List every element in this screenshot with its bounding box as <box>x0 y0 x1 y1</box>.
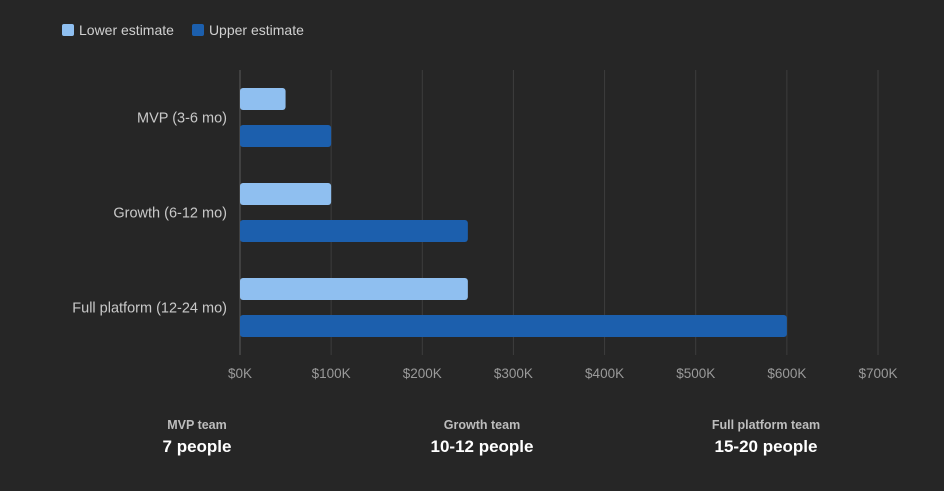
y-category-label: Growth (6-12 mo) <box>113 206 227 222</box>
x-tick-label: $400K <box>585 366 624 381</box>
x-tick-label: $300K <box>494 366 533 381</box>
bar-upper-estimate <box>240 220 468 242</box>
stat-mvp-team: MVP team 7 people <box>97 418 297 457</box>
stat-label-mvp: MVP team <box>167 418 227 432</box>
bar-chart: $0K $100K $200K $300K $400K $500K $600K $700K MV… <box>72 70 898 381</box>
x-tick-label: $700K <box>858 366 897 381</box>
stat-value-full: 15-20 people <box>714 437 818 456</box>
x-tick-label: $0K <box>228 366 252 381</box>
team-stats: MVP team 7 people Growth team 10-12 peop… <box>0 418 944 478</box>
x-tick-label: $100K <box>312 366 351 381</box>
bar-lower-estimate <box>240 183 332 205</box>
x-tick-label: $200K <box>403 366 442 381</box>
legend-swatch-lower <box>62 24 74 36</box>
bar-upper-estimate <box>240 315 787 337</box>
y-category-label: MVP (3-6 mo) <box>137 111 227 127</box>
stat-value-growth: 10-12 people <box>430 437 534 456</box>
bar-lower-estimate <box>240 88 286 110</box>
x-tick-label: $500K <box>676 366 715 381</box>
x-tick-label: $600K <box>767 366 806 381</box>
legend-label-lower: Lower estimate <box>79 22 174 38</box>
bar-lower-estimate <box>240 278 468 300</box>
legend-swatch-upper <box>191 24 204 36</box>
legend-item-lower[interactable]: Lower estimate <box>62 22 174 38</box>
legend-item-upper[interactable]: Upper estimate <box>191 22 304 38</box>
legend-label-upper: Upper estimate <box>208 22 304 38</box>
stat-label-growth: Growth team <box>443 418 521 432</box>
bar-upper-estimate <box>240 125 332 147</box>
y-category-label: Full platform (12-24 mo) <box>72 301 227 317</box>
stat-full-platform-team: Full platform team 15-20 people <box>666 418 866 457</box>
stat-value-mvp: 7 people <box>162 437 232 456</box>
chart-legend: Lower estimate Upper estimate <box>62 22 304 38</box>
stat-label-full: Full platform team <box>711 418 821 432</box>
stat-growth-team: Growth team 10-12 people <box>382 418 582 457</box>
